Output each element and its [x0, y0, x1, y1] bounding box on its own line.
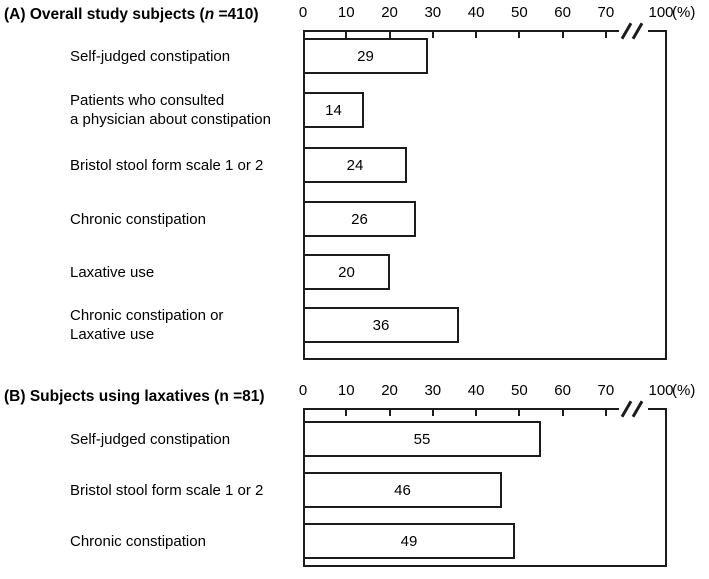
panel-b-axis-tick: [475, 410, 478, 416]
panel-b-title-prefix: (B) Subjects using laxatives (: [4, 388, 220, 405]
panel-b-axis-break-icon: [620, 400, 633, 418]
panel-a-bar: 29: [303, 38, 428, 74]
panel-b-title-n: n: [219, 388, 229, 405]
panel-a-axis-tick-label: 40: [467, 4, 485, 21]
panel-a-category-label: Chronic constipation or Laxative use: [70, 307, 224, 343]
panel-b-axis-tick: [604, 410, 607, 416]
panel-a-plot-border-right: [665, 30, 667, 360]
panel-b-axis-tick-label: 60: [554, 382, 571, 399]
panel-b-axis-line: [648, 408, 667, 410]
panel-a-title-n: n: [204, 6, 215, 23]
panel-a-category-label: Laxative use: [70, 264, 155, 281]
panel-b-axis-tick-label: 40: [467, 382, 485, 399]
panel-a-category-label: Bristol stool form scale 1 or 2: [70, 157, 264, 174]
panel-a-bar: 36: [303, 307, 459, 343]
panel-b-bar: 55: [303, 421, 541, 457]
panel-a-category-label: Self-judged constipation: [70, 48, 231, 65]
panel-a-axis-tick: [518, 32, 521, 38]
panel-a-axis-tick-label: 100: [648, 4, 674, 21]
panel-b-axis-tick-label: 50: [511, 382, 528, 399]
panel-b-axis-break-icon: [631, 400, 644, 418]
panel-a-title-suffix: =410): [214, 6, 259, 23]
panel-a-axis-tick-label: 10: [337, 4, 355, 21]
panel-b-axis-tick: [518, 410, 521, 416]
panel-b-title-suffix: =81): [228, 388, 265, 405]
panel-a-axis-break-icon: [631, 22, 644, 40]
panel-b-bar: 49: [303, 523, 515, 559]
panel-b-axis-line: [303, 408, 619, 410]
panel-a-bar: 26: [303, 201, 416, 237]
panel-b-bar: 46: [303, 472, 502, 508]
panel-a-axis-break-icon: [620, 22, 633, 40]
panel-a-bar: 14: [303, 92, 364, 128]
panel-a-title-prefix: (A) Overall study subjects (: [4, 6, 205, 23]
panel-a-bar: 24: [303, 147, 407, 183]
panel-b-title: (B) Subjects using laxatives (n =81): [4, 387, 265, 407]
panel-a-axis-tick: [604, 32, 607, 38]
panel-a-axis-tick: [475, 32, 478, 38]
panel-b-category-label: Self-judged constipation: [70, 431, 231, 448]
panel-b-axis-tick-label: 20: [381, 382, 398, 399]
panel-b-axis-tick-label: 100: [648, 382, 674, 399]
panel-a-axis-line: [648, 30, 667, 32]
panel-a-axis-tick-label: 20: [381, 4, 398, 21]
panel-a-axis-tick-label: 50: [511, 4, 528, 21]
panel-a-axis-unit-label: (%): [672, 4, 696, 21]
panel-a-title: (A) Overall study subjects (n =410): [4, 5, 259, 25]
panel-b-axis-tick-label: 0: [298, 382, 308, 399]
panel-a-bar: 20: [303, 254, 390, 290]
panel-a-axis-tick: [345, 32, 348, 38]
panel-a-plot-border-bottom: [303, 358, 667, 360]
panel-a-category-label: Chronic constipation: [70, 211, 206, 228]
panel-a-axis-tick: [561, 32, 564, 38]
panel-b-axis-tick: [345, 410, 348, 416]
panel-a-axis-tick: [431, 32, 434, 38]
panel-b-axis-tick: [561, 410, 564, 416]
panel-a-axis-tick: [388, 32, 391, 38]
panel-a-axis-tick-label: 60: [554, 4, 571, 21]
panel-b-axis-tick-label: 10: [337, 382, 355, 399]
panel-a-axis-tick-label: 70: [597, 4, 615, 21]
panel-b-axis-tick-label: 30: [424, 382, 442, 399]
panel-b-plot-border-bottom: [303, 565, 667, 567]
panel-b-category-label: Bristol stool form scale 1 or 2: [70, 482, 264, 499]
panel-a-axis-tick-label: 0: [298, 4, 308, 21]
panel-b-axis-tick-label: 70: [597, 382, 615, 399]
panel-b-plot-border-right: [665, 408, 667, 567]
panel-a-plot-border-left: [303, 30, 305, 360]
panel-b-axis-tick: [431, 410, 434, 416]
panel-b-axis-tick: [388, 410, 391, 416]
panel-a-category-label: Patients who consulted a physician about…: [70, 92, 271, 128]
panel-a-axis-tick-label: 30: [424, 4, 442, 21]
panel-b-axis-unit-label: (%): [672, 382, 696, 399]
panel-b-category-label: Chronic constipation: [70, 533, 206, 550]
panel-a-axis-line: [303, 30, 619, 32]
